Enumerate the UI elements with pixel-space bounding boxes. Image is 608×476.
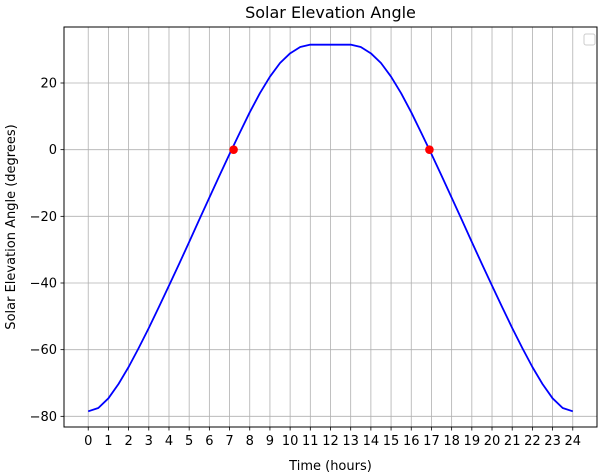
y-tick-label: −20: [30, 210, 57, 225]
y-tick-label: −40: [30, 277, 57, 292]
x-tick-label: 4: [165, 434, 173, 449]
x-tick-label: 13: [342, 434, 359, 449]
x-tick-label: 14: [363, 434, 380, 449]
legend-box[interactable]: [583, 33, 596, 46]
x-tick-label: 15: [383, 434, 400, 449]
y-axis: −80 −60 −40 −20 0 20: [30, 77, 64, 425]
x-axis-label: Time (hours): [288, 459, 372, 474]
x-tick-label: 3: [145, 434, 153, 449]
y-tick-label: −80: [30, 410, 57, 425]
x-tick-label: 21: [504, 434, 521, 449]
x-tick-label: 7: [225, 434, 233, 449]
x-tick-label: 0: [84, 434, 92, 449]
y-tick-label: −60: [30, 343, 57, 358]
x-tick-label: 11: [302, 434, 319, 449]
elevation-curve: [87, 43, 574, 413]
x-tick-label: 6: [205, 434, 213, 449]
y-axis-label: Solar Elevation Angle (degrees): [4, 124, 19, 329]
x-tick-label: 10: [282, 434, 299, 449]
x-tick-label: 5: [185, 434, 193, 449]
x-tick-label: 9: [266, 434, 274, 449]
zero-crossing-marker: [425, 145, 434, 154]
x-tick-label: 18: [443, 434, 460, 449]
x-tick-label: 2: [124, 434, 132, 449]
x-tick-label: 20: [484, 434, 501, 449]
x-tick-label: 23: [544, 434, 561, 449]
plot-area: [87, 43, 574, 413]
x-tick-label: 22: [524, 434, 541, 449]
y-tick-label: 20: [40, 77, 57, 92]
x-tick-label: 24: [564, 434, 581, 449]
x-tick-label: 19: [464, 434, 481, 449]
x-tick-label: 1: [104, 434, 112, 449]
grid-lines: [64, 27, 597, 427]
chart-title: Solar Elevation Angle: [245, 3, 416, 22]
x-tick-label: 17: [423, 434, 440, 449]
x-axis: 0 1 2 3 4 5 6 7 8 9 10 11 12 13 14 15 16 17 18 19 20 21 22 23 24: [84, 427, 581, 449]
y-tick-label: 0: [49, 143, 57, 158]
x-tick-label: 16: [403, 434, 420, 449]
x-tick-label: 12: [322, 434, 339, 449]
x-tick-label: 8: [246, 434, 254, 449]
zero-crossing-marker: [229, 145, 238, 154]
